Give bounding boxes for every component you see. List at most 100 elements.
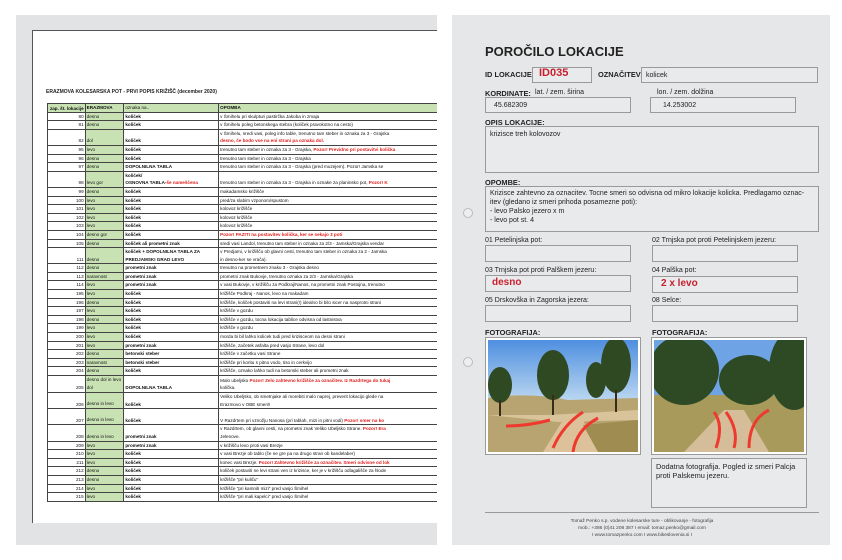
table-row: 99 desno količek makadamsko križišče — [47, 186, 437, 197]
table-row: 95 levo količek trenutno tam steber in ozna… — [47, 144, 437, 155]
cell-direction: levo — [84, 195, 125, 206]
cell-number: 101 — [47, 204, 86, 214]
mark-field[interactable]: kolicek — [641, 67, 818, 83]
cell-number: 80 — [47, 111, 86, 122]
note-text: kolovoz križišče — [220, 223, 253, 229]
table-row: 81 desno količek v Šmihelu poleg betonskega… — [47, 120, 437, 130]
cell-direction: levo — [84, 221, 125, 231]
route-field-05[interactable] — [485, 305, 631, 322]
note-line: križišče pri koritu s pitno vodo, tiso i… — [220, 359, 437, 366]
note-line: Erazmovo v OBE smeri!! — [220, 401, 437, 408]
cell-number: 197 — [47, 306, 86, 316]
notes-field[interactable]: Krizisce zahtevno za oznacitev. Tocne sm… — [485, 186, 819, 232]
lat-field[interactable]: 45.682309 — [485, 97, 631, 113]
table-row: 96 desno količek trenutno tam steber in ozn… — [47, 153, 437, 164]
route-field-01[interactable] — [485, 245, 631, 262]
cell-note: križišče "pri kuliču" — [218, 474, 437, 485]
table-row: 111 desno količek + DOPOLNILNA TABLA ZA PRE… — [47, 247, 437, 265]
cell-number: 200 — [47, 332, 86, 342]
note-text: v križišču levo proti vasi Brezje — [220, 442, 283, 448]
cell-number: 111 — [47, 247, 86, 265]
cell-note: križišče v gozdu — [218, 323, 437, 334]
note-text: v Predjami, v križišču ob glavni cesti, … — [220, 249, 387, 255]
note-text: makadamsko križišče — [220, 188, 265, 194]
photo-2-image — [649, 330, 819, 452]
note-line — [220, 410, 437, 417]
cell-direction: desno — [84, 186, 125, 197]
mark-line: količek — [125, 188, 141, 194]
mark-line: prometni znak — [125, 433, 157, 439]
radio-button[interactable] — [463, 208, 473, 218]
cell-note: v vasi Brezje ob tablo (če ne gre pa na … — [218, 449, 437, 459]
spreadsheet-page: ERAZMOVA KOLESARSKA POT - PRVI POPIS KRI… — [32, 30, 437, 523]
note-text: v vasi Brezje ob tablo (če ne gre pa na … — [220, 451, 355, 457]
cell-note: križišče, začetek asfalta pred vasjo Str… — [218, 340, 437, 351]
note-text: in desno-ker se vrača). — [220, 256, 267, 262]
note-text: Jelenove. — [220, 433, 240, 439]
lon-label: lon. / zem. dolžina — [657, 89, 714, 96]
cell-note: Veliko Ubeljsko, ob smetnjake ali morebi… — [218, 391, 437, 410]
route-label-05: 05 Drskovška in Zagorska jezera: — [485, 297, 589, 304]
mark-line: količek — [125, 485, 141, 491]
table-row: 196 desno količek križišče, količek postavi… — [47, 297, 437, 308]
cell-direction: levo — [84, 492, 125, 502]
table-row: 206 desno in levo količek Veliko Ubeljsko,… — [47, 391, 437, 410]
cell-direction: desno — [84, 466, 125, 476]
cell-number: 202 — [47, 349, 86, 359]
mark-line — [125, 410, 217, 417]
note-text — [220, 410, 221, 415]
cell-number: 82 — [47, 128, 86, 146]
mark-line: količek ali prometni znak — [125, 240, 180, 246]
route-field-02[interactable] — [652, 245, 798, 262]
note-line: kolovoz križišče — [220, 206, 437, 213]
photo-caption-field[interactable]: Dodatna fotografija. Pogled iz smeri Pal… — [651, 458, 807, 508]
cell-mark: količek — [123, 144, 220, 155]
header-note: OPOMBA — [218, 103, 437, 113]
note-text: križišče "pri kuliču" — [220, 476, 259, 482]
note-text: Erazmovo v OBE smeri!! — [220, 401, 271, 407]
table-row: 82 dol količek v Šmihelu, sredi vasi, pole… — [47, 128, 437, 146]
cell-note: kolovoz križišče — [218, 204, 437, 214]
note-line: v vasi Brezje ob tablo (če ne gre pa na … — [220, 451, 437, 458]
route-field-08[interactable] — [652, 305, 798, 322]
note-line: križišče Podkraj - Nanos, levo na makada… — [220, 291, 437, 298]
note-line: v Razdrtem, ob glavni cesti, na prometni… — [220, 426, 437, 433]
cell-number: 198 — [47, 314, 86, 325]
note-line: križišče, količek postaviti na levi stra… — [220, 299, 437, 306]
note-text: v Šmihelu pri skulpturi pastirčka Jakoba… — [220, 113, 320, 119]
route-field-03[interactable]: desno — [485, 275, 631, 292]
mark-line: količek — [125, 291, 141, 297]
route-field-04[interactable]: 2 x levo — [652, 276, 798, 293]
note-text: sredi vasi Landol, trenutno tam steber i… — [220, 240, 385, 246]
mark-line: količek — [125, 113, 141, 119]
cell-mark: količek — [123, 457, 220, 468]
cell-note: v vasi Bukovje, v križišču za Podkraj/Na… — [218, 280, 437, 291]
cell-note: trenutno tam steber in oznaka za 3 - Gra… — [218, 144, 437, 155]
mark-warning: še nameščena — [166, 180, 198, 186]
table-row: 195 levo količek križišče Podkraj - Nanos, … — [47, 289, 437, 299]
note-line: makadamsko križišče — [220, 188, 437, 195]
note-line: križišče v začetku vasi Strane — [220, 351, 437, 358]
cell-note: križišče v gozdu — [218, 306, 437, 316]
footer-divider — [485, 512, 819, 513]
note-warning: Pozor! K — [368, 180, 388, 186]
cell-mark: količek — [123, 483, 220, 494]
note-text: križišče Podkraj - Nanos, levo na makada… — [220, 291, 309, 297]
id-field[interactable]: ID035 — [532, 67, 592, 83]
cell-note: trenutno tam steber in oznaka za 3 - Gra… — [218, 162, 437, 172]
photo-1-image — [488, 337, 638, 453]
radio-button[interactable] — [463, 357, 473, 367]
header-text: zap. št. lokacije — [49, 105, 84, 111]
desc-field[interactable]: krizisce treh kolovozov — [485, 126, 819, 173]
cell-direction: desno in levo — [84, 391, 125, 410]
cell-direction: desno — [84, 120, 125, 130]
cell-note: križišče pri koritu s pitno vodo, tiso i… — [218, 357, 437, 368]
note-text: kolovoz križišče — [220, 206, 253, 212]
cell-number: 114 — [47, 280, 86, 291]
note-text: trenutno tam steber in oznaka za 3 - Gra… — [220, 164, 384, 170]
note-line: trenutno tam steber in oznaka za 3 - Gra… — [220, 179, 437, 186]
cell-direction: levo — [84, 340, 125, 351]
mark-line: količek — [125, 401, 141, 407]
cell-direction: levo — [84, 440, 125, 451]
lon-field[interactable]: 14.253002 — [650, 97, 796, 113]
